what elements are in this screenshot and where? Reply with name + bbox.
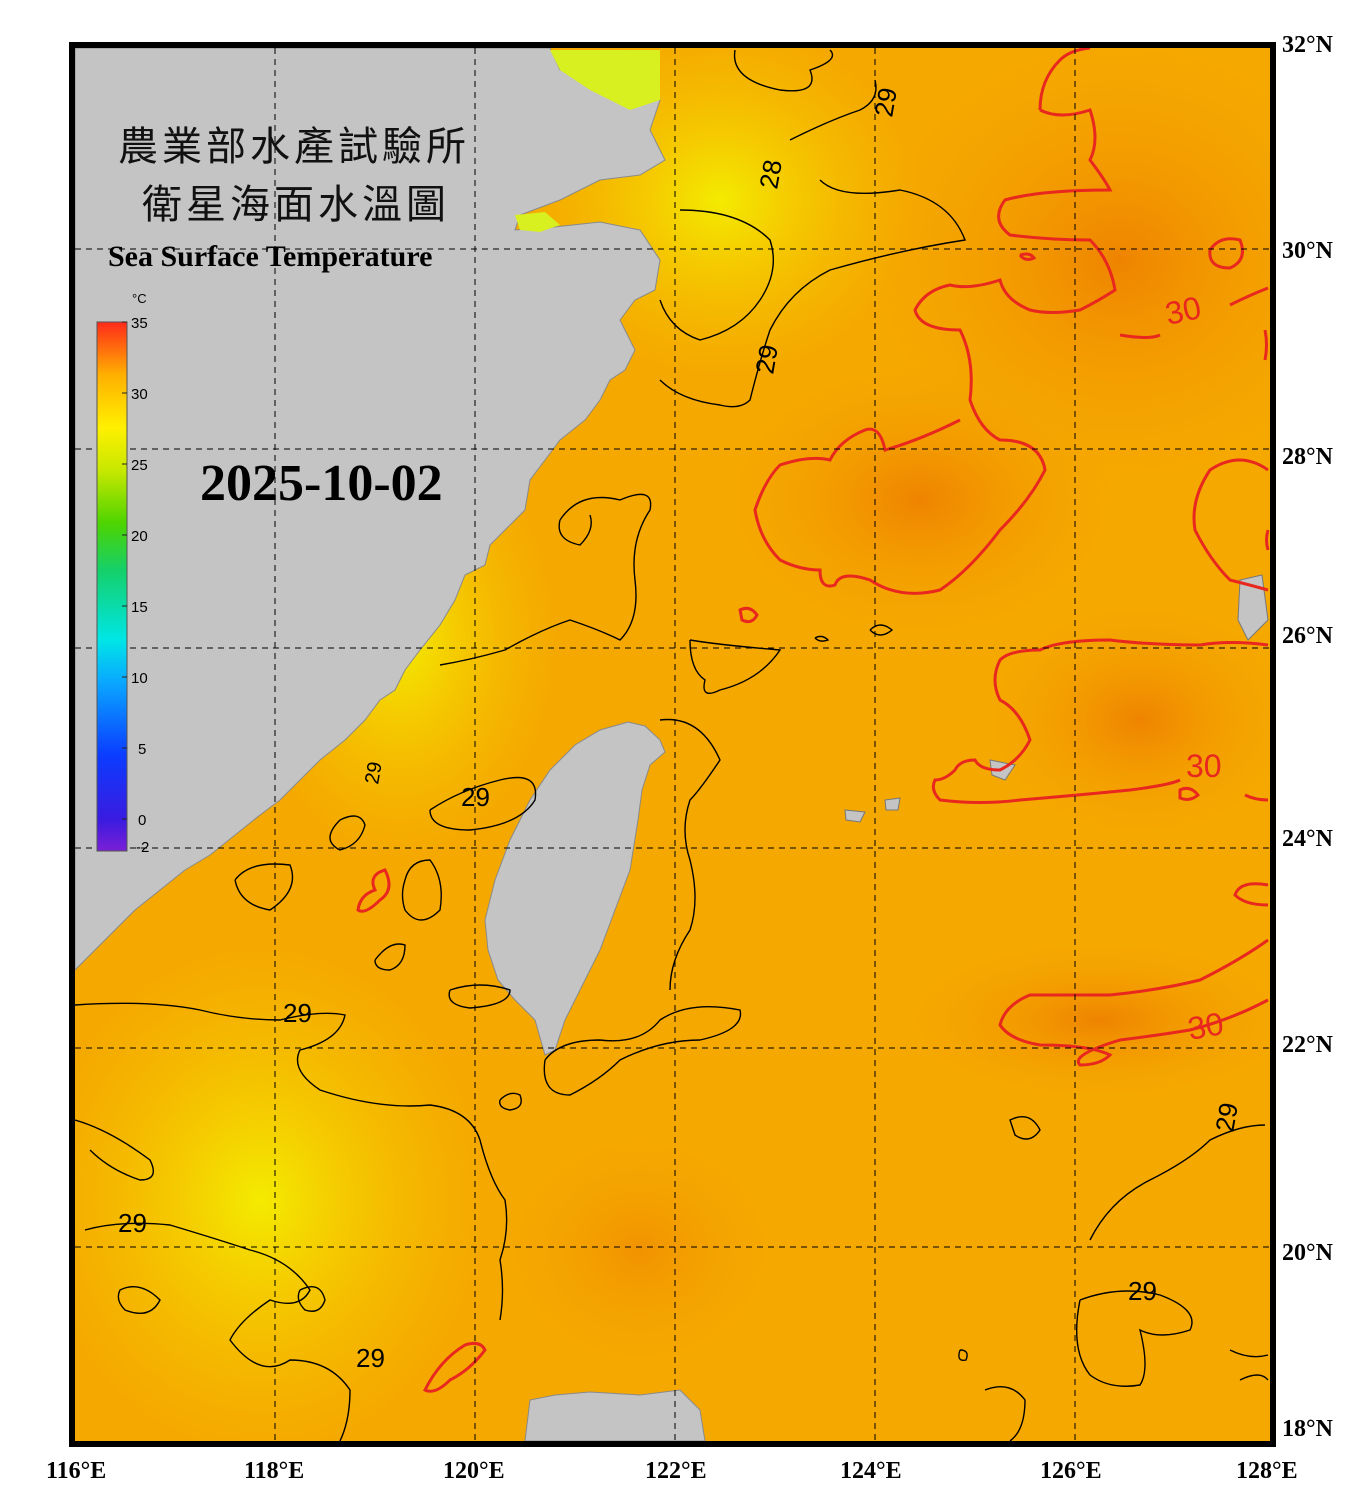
contour-label-29: 29 — [868, 85, 903, 119]
graticule — [75, 48, 1270, 1441]
contour-labels-red: 30 30 30 — [1162, 289, 1226, 1047]
contour-label-30: 30 — [1185, 1005, 1226, 1047]
contour-label-28: 28 — [753, 157, 788, 191]
contour-label-29: 29 — [361, 760, 387, 786]
contour-label-29: 29 — [1209, 1100, 1244, 1134]
colorbar-gradient — [96, 321, 128, 852]
lat-label: 26°N — [1282, 623, 1334, 649]
longitude-axis: 116°E 118°E 120°E 122°E 124°E 126°E 128°… — [46, 1458, 1298, 1484]
lat-label: 20°N — [1282, 1240, 1334, 1266]
contours-29 — [75, 49, 1269, 1441]
lon-label: 122°E — [645, 1458, 707, 1484]
colorbar-tick: 5 — [138, 741, 146, 758]
luzon-island — [524, 1389, 706, 1441]
china-mainland — [75, 48, 666, 971]
lon-label: 116°E — [46, 1458, 106, 1484]
contour-label-29: 29 — [1128, 1276, 1157, 1306]
lon-label: 126°E — [1040, 1458, 1102, 1484]
lat-label: 22°N — [1282, 1032, 1334, 1058]
lon-label: 128°E — [1236, 1458, 1298, 1484]
title-chinese-line1: 農業部水產試驗所 — [118, 124, 470, 170]
lat-label: 28°N — [1282, 444, 1334, 470]
contour-label-30: 30 — [1162, 289, 1204, 332]
contour-labels-black: 29 28 29 29 29 29 29 29 29 29 — [118, 85, 1244, 1373]
lon-label: 124°E — [840, 1458, 902, 1484]
lat-label: 24°N — [1282, 826, 1334, 852]
colorbar-tick: 20 — [131, 528, 148, 545]
contours-30 — [356, 48, 1270, 1393]
colorbar-unit: °C — [132, 291, 147, 306]
title-chinese-line2: 衛星海面水溫圖 — [142, 182, 450, 228]
colorbar-tick: 30 — [131, 386, 148, 403]
lat-label: 30°N — [1282, 238, 1334, 264]
map-date: 2025-10-02 — [200, 455, 443, 512]
contour-label-29: 29 — [749, 342, 784, 376]
lon-label: 118°E — [244, 1458, 304, 1484]
colorbar-tick: 35 — [131, 315, 148, 332]
colorbar-tick: 25 — [131, 457, 148, 474]
colorbar-tick: -2 — [136, 839, 149, 856]
lat-label: 18°N — [1282, 1416, 1334, 1442]
contour-label-29: 29 — [283, 998, 312, 1028]
taiwan-island — [484, 721, 666, 1056]
lat-label: 32°N — [1282, 32, 1334, 58]
lon-label: 120°E — [443, 1458, 505, 1484]
map-border — [69, 42, 1276, 1447]
colorbar-tick: 0 — [138, 812, 146, 829]
sea-surface — [75, 48, 1270, 1441]
color-bar: °C 35 30 25 20 15 10 5 0 -2 — [96, 291, 149, 856]
latitude-axis: 32°N 30°N 28°N 26°N 24°N 22°N 20°N 18°N — [1282, 32, 1334, 1442]
contour-label-30: 30 — [1186, 748, 1222, 784]
contour-label-29: 29 — [118, 1208, 147, 1238]
contour-label-29: 29 — [356, 1343, 385, 1373]
colorbar-tick: 15 — [131, 599, 148, 616]
title-english: Sea Surface Temperature — [108, 240, 432, 273]
contour-label-29: 29 — [461, 782, 490, 812]
colorbar-tick: 10 — [131, 670, 148, 687]
